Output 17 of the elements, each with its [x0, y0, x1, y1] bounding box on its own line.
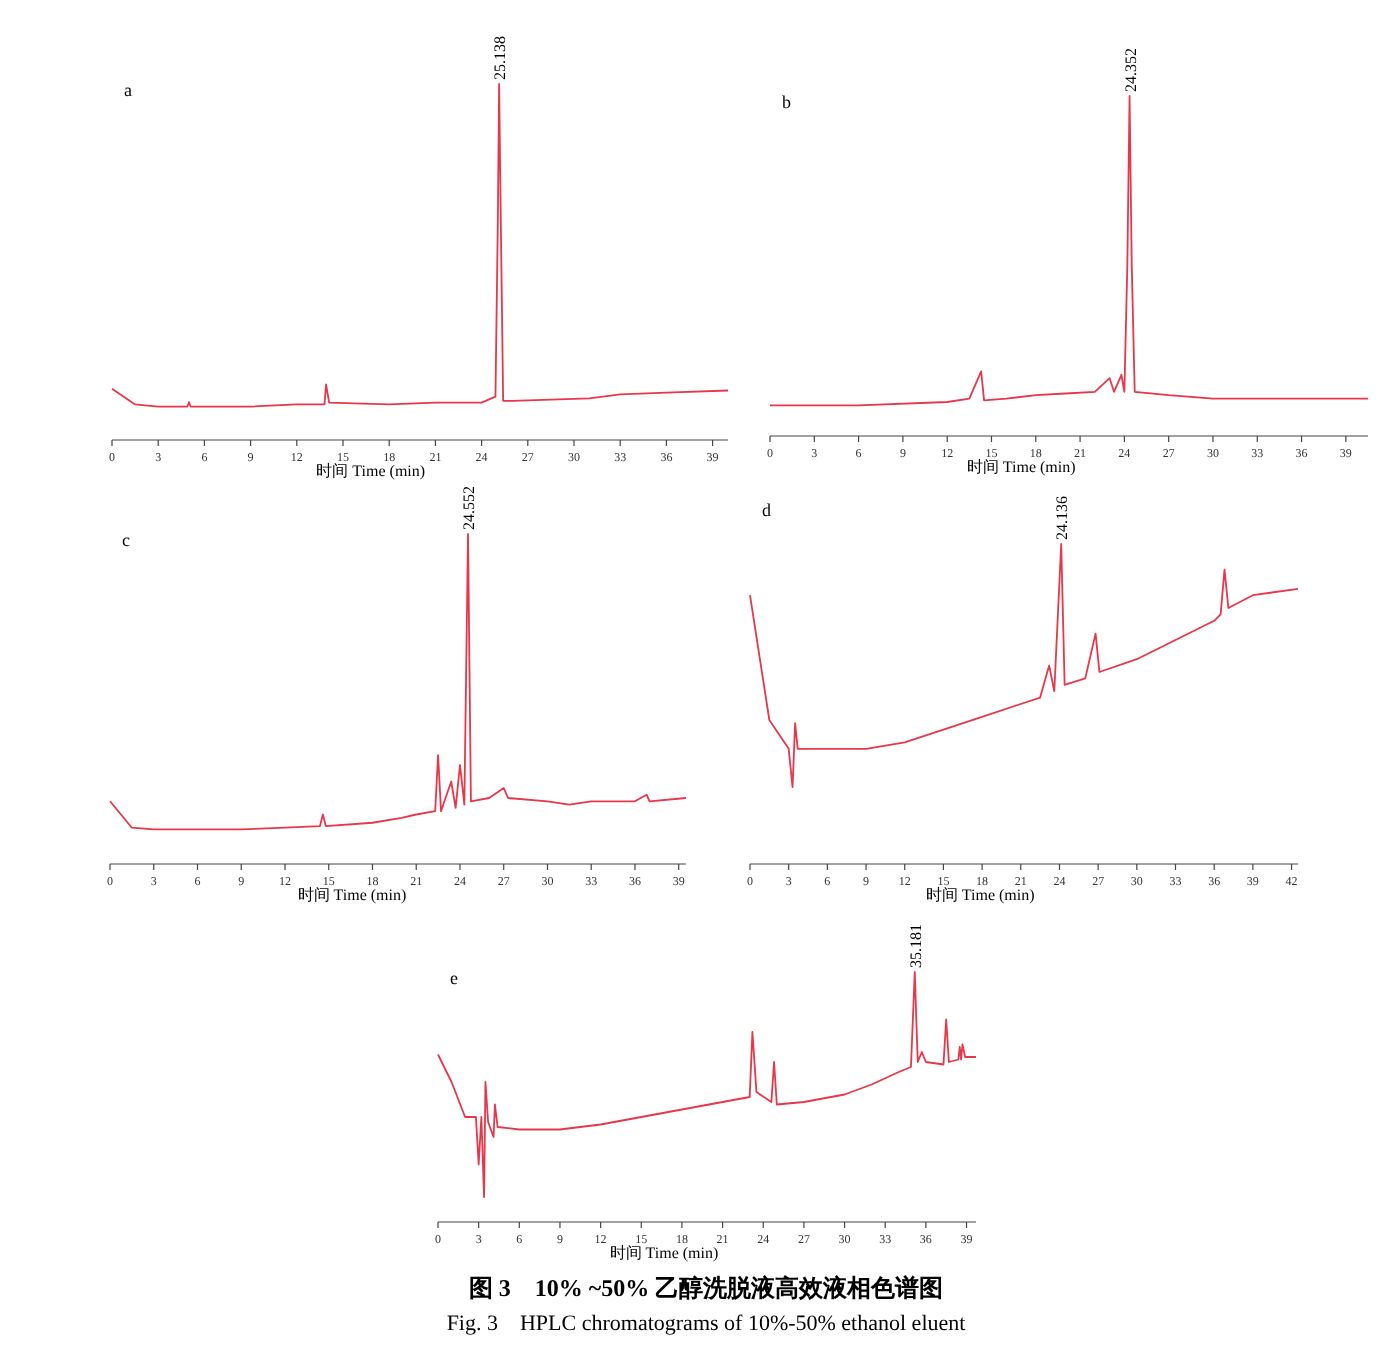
chart-title: a	[124, 80, 132, 100]
x-axis-title: 时间 Time (min)	[966, 458, 1077, 476]
chart-title: d	[762, 500, 772, 520]
annotation: 24.552	[460, 486, 479, 530]
x-axis-title: 时间 Time (min)	[297, 886, 407, 904]
x-axis-title: 时间 Time (min)	[925, 886, 1036, 904]
x-axis-title: 时间 Time (min)	[609, 1244, 720, 1262]
annotation: 25.138	[491, 36, 510, 80]
x-axis-title: 时间 Time (min)	[316, 462, 426, 480]
caption: 图 3 10% ~50% 乙醇洗脱液高效液相色谱图	[468, 1274, 944, 1302]
annotation: 24.352	[1121, 48, 1140, 92]
chart-title: b	[782, 92, 792, 112]
chart-title: c	[122, 530, 130, 550]
caption: Fig. 3 HPLC chromatograms of 10%-50% ethanol eluent	[446, 1312, 966, 1336]
chart-title: e	[450, 968, 458, 988]
annotation: 24.136	[1053, 496, 1072, 540]
annotation: 35.181	[906, 924, 925, 968]
